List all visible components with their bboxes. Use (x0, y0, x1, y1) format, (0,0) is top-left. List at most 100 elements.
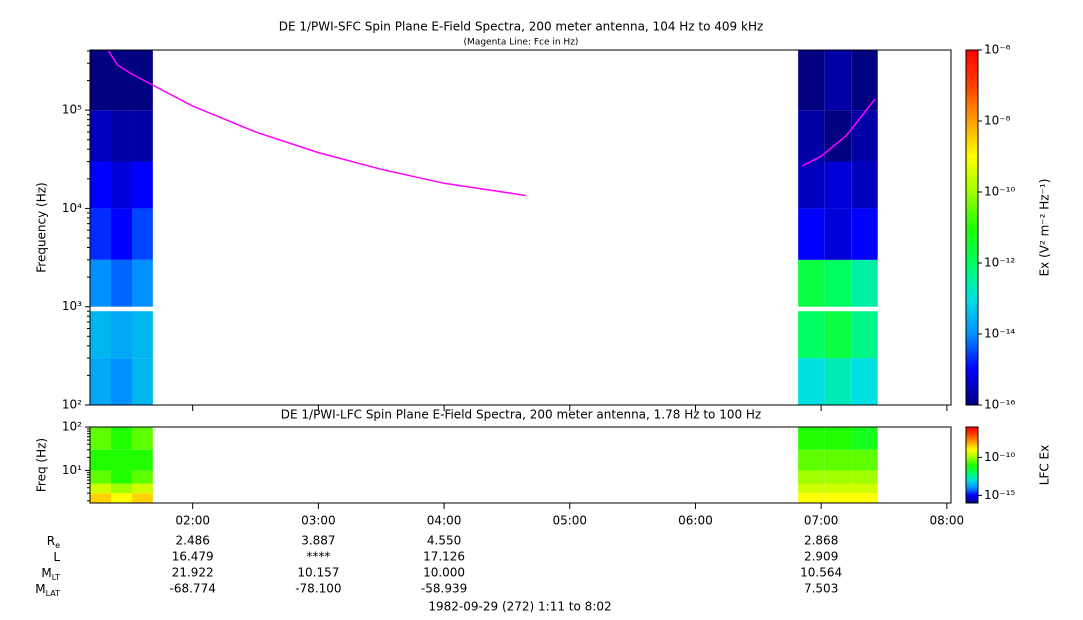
heatmap-cell (851, 427, 878, 450)
ephemeris-label: L (53, 550, 60, 564)
ephemeris-value: 17.126 (423, 550, 465, 564)
heatmap-cell (824, 483, 852, 494)
heatmap-cell (110, 358, 132, 405)
heatmap-cell (131, 259, 153, 307)
y-tick-label: 10³ (62, 299, 82, 313)
heatmap-cell (798, 110, 825, 162)
ephemeris-value: 10.564 (800, 566, 842, 580)
heatmap-cell (110, 110, 132, 162)
ephemeris-value: 10.000 (423, 566, 465, 580)
ephemeris-label-main: M (41, 566, 51, 580)
heatmap-cell (110, 50, 132, 111)
heatmap-cell (90, 483, 111, 494)
ephemeris-value: 21.922 (172, 566, 214, 580)
heatmap-cell (824, 259, 852, 307)
heatmap-cell (110, 259, 132, 307)
heatmap-cell (824, 493, 852, 503)
heatmap-cell (110, 311, 132, 359)
heatmap-cell (798, 449, 825, 471)
ephemeris-value: -68.774 (170, 582, 216, 596)
heatmap-cell (110, 493, 132, 503)
ephemeris-value: 3.887 (301, 534, 335, 548)
plot-frame (89, 49, 952, 406)
y-tick-label: 10² (62, 398, 82, 412)
heatmap-cell (798, 311, 825, 359)
ephemeris-value: 16.479 (172, 550, 214, 564)
heatmap-cell (851, 493, 878, 503)
ephemeris-value: -78.100 (295, 582, 341, 596)
heatmap-cell (110, 483, 132, 494)
heatmap-cell (798, 427, 825, 450)
plot-frame (89, 426, 952, 504)
heatmap-cell (90, 110, 111, 162)
ephemeris-label: MLT (41, 566, 60, 582)
heatmap-cell (851, 259, 878, 307)
heatmap-cell (131, 483, 153, 494)
heatmap-cell (851, 311, 878, 359)
heatmap-cell (131, 493, 153, 503)
ephemeris-value: 10.157 (297, 566, 339, 580)
heatmap-cell (131, 449, 153, 471)
heatmap-cell (798, 259, 825, 307)
heatmap-cell (131, 427, 153, 450)
heatmap-cell (131, 358, 153, 405)
y-tick-label: 10¹ (62, 463, 82, 477)
ephemeris-label-sub: LT (52, 573, 60, 582)
ephemeris-label: MLAT (35, 582, 60, 598)
colorbar-tick-label: 10⁻⁶ (984, 43, 1011, 57)
ephemeris-value: 7.503 (804, 582, 838, 596)
ephemeris-label: Re (47, 534, 60, 550)
x-tick-label: 06:00 (678, 514, 713, 528)
x-tick-label: 07:00 (804, 514, 839, 528)
heatmap-cell (90, 427, 111, 450)
heatmap-cell (798, 358, 825, 405)
chart-title: DE 1/PWI-SFC Spin Plane E-Field Spectra,… (279, 20, 764, 34)
heatmap-cell (110, 449, 132, 471)
heatmap-cell (824, 110, 852, 162)
colorbar-tick-label: 10⁻¹⁶ (984, 398, 1015, 412)
ephemeris-label-sub: LAT (46, 589, 60, 598)
heatmap-cell (851, 470, 878, 484)
ephemeris-value: -58.939 (421, 582, 467, 596)
heatmap-cell (824, 311, 852, 359)
colorbar-label: LFC Ex (1038, 445, 1052, 485)
heatmap-cell (798, 493, 825, 503)
x-tick-label: 04:00 (427, 514, 462, 528)
heatmap-cell (851, 161, 878, 209)
heatmap-cell (851, 110, 878, 162)
y-tick-label: 10⁵ (62, 103, 82, 117)
colorbar-label: Ex (V² m⁻² Hz⁻¹) (1038, 179, 1052, 277)
ephemeris-label-sub: e (55, 541, 60, 550)
y-tick-label: 10⁴ (62, 201, 82, 215)
heatmap-cell (798, 470, 825, 484)
ephemeris-value: 2.486 (176, 534, 210, 548)
heatmap-cell (131, 161, 153, 209)
ephemeris-label-main: L (53, 550, 60, 564)
fce-line (107, 50, 876, 197)
colorbar-tick-label: 10⁻¹⁰ (984, 450, 1015, 464)
ephemeris-label-main: R (47, 534, 55, 548)
colorbar (965, 49, 979, 406)
heatmap-cell (824, 161, 852, 209)
heatmap-cell (824, 427, 852, 450)
heatmap-cell (90, 493, 111, 503)
heatmap-cell (90, 259, 111, 307)
colorbar-tick-label: 10⁻⁸ (984, 114, 1011, 128)
colorbar-tick-label: 10⁻¹² (984, 256, 1015, 270)
heatmap-cell (90, 161, 111, 209)
heatmap-cell (131, 208, 153, 260)
heatmap-cell (798, 50, 825, 111)
ephemeris-value: 2.909 (804, 550, 838, 564)
heatmap-cell (131, 110, 153, 162)
x-tick-label: 03:00 (301, 514, 336, 528)
heatmap-cell (824, 50, 852, 111)
heatmap-cell (851, 358, 878, 405)
heatmap-cell (110, 427, 132, 450)
heatmap-cell (110, 208, 132, 260)
heatmap-cell (110, 161, 132, 209)
x-tick-label: 02:00 (175, 514, 210, 528)
heatmap-cell (798, 161, 825, 209)
y-tick-label: 10² (62, 420, 82, 434)
heatmap-cell (798, 483, 825, 494)
heatmap-cell (131, 470, 153, 484)
